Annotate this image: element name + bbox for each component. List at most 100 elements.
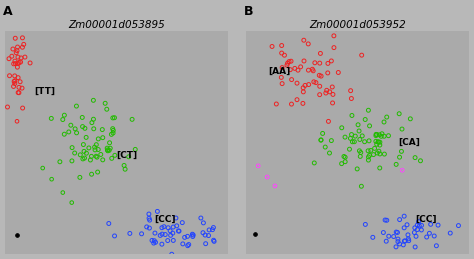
- Point: [321, 145, 329, 149]
- Point: [21, 55, 29, 59]
- Point: [107, 146, 114, 150]
- Point: [143, 225, 150, 229]
- Point: [158, 232, 166, 236]
- Point: [18, 36, 26, 40]
- Point: [103, 107, 110, 111]
- Point: [319, 131, 327, 135]
- Point: [300, 59, 308, 63]
- Point: [79, 125, 86, 129]
- Point: [179, 242, 187, 246]
- Point: [111, 234, 118, 238]
- Point: [108, 156, 116, 160]
- Point: [189, 232, 196, 236]
- Point: [401, 226, 408, 230]
- Point: [418, 223, 425, 227]
- Point: [252, 232, 259, 236]
- Point: [316, 73, 323, 77]
- Point: [173, 224, 181, 228]
- Point: [361, 117, 369, 121]
- Point: [8, 54, 16, 58]
- Point: [346, 136, 354, 140]
- Point: [403, 223, 411, 227]
- Point: [18, 45, 26, 49]
- Point: [400, 243, 407, 247]
- Point: [392, 230, 400, 234]
- Point: [405, 239, 412, 243]
- Point: [317, 74, 325, 78]
- Point: [341, 160, 349, 164]
- Point: [278, 66, 286, 70]
- Point: [39, 166, 46, 170]
- Point: [109, 127, 117, 131]
- Point: [11, 74, 18, 78]
- Point: [278, 51, 285, 55]
- Point: [416, 224, 423, 228]
- Point: [376, 140, 383, 144]
- Point: [374, 151, 381, 155]
- Point: [162, 233, 169, 237]
- Point: [362, 222, 369, 226]
- Point: [401, 239, 408, 243]
- Point: [354, 123, 362, 127]
- Point: [366, 124, 374, 128]
- Point: [329, 92, 337, 97]
- Point: [90, 127, 98, 131]
- Point: [390, 234, 397, 239]
- Point: [322, 91, 329, 95]
- Point: [92, 143, 100, 147]
- Point: [9, 47, 17, 51]
- Point: [146, 226, 153, 230]
- Point: [202, 242, 210, 246]
- Point: [377, 134, 385, 138]
- Point: [79, 115, 86, 119]
- Point: [338, 126, 346, 130]
- Point: [288, 102, 295, 106]
- Text: [CA]: [CA]: [398, 138, 419, 147]
- Point: [401, 239, 409, 243]
- Point: [268, 44, 276, 48]
- Point: [13, 49, 21, 53]
- Point: [297, 65, 304, 69]
- Point: [330, 34, 337, 38]
- Point: [284, 61, 292, 65]
- Point: [348, 113, 356, 118]
- Point: [209, 228, 216, 232]
- Point: [14, 45, 21, 49]
- Point: [26, 61, 34, 65]
- Point: [170, 238, 177, 242]
- Point: [88, 121, 96, 125]
- Point: [125, 155, 133, 159]
- Point: [394, 237, 402, 241]
- Point: [324, 71, 331, 75]
- Point: [61, 113, 68, 117]
- Point: [316, 93, 323, 97]
- Point: [94, 147, 102, 152]
- Point: [59, 190, 66, 195]
- Point: [76, 175, 83, 179]
- Point: [365, 158, 372, 162]
- Point: [14, 65, 21, 69]
- Point: [109, 128, 117, 133]
- Point: [351, 140, 358, 144]
- Point: [385, 134, 392, 138]
- Point: [185, 242, 192, 247]
- Point: [72, 127, 79, 131]
- Point: [367, 148, 374, 153]
- Point: [447, 231, 454, 235]
- Point: [329, 101, 337, 105]
- Point: [67, 123, 74, 127]
- Point: [16, 80, 24, 84]
- Point: [168, 252, 175, 256]
- Point: [338, 162, 346, 166]
- Point: [81, 126, 89, 130]
- Point: [365, 108, 372, 112]
- Point: [358, 134, 366, 138]
- Point: [376, 166, 383, 170]
- Point: [73, 131, 81, 135]
- Point: [301, 83, 309, 88]
- Point: [152, 240, 159, 244]
- Point: [197, 216, 205, 220]
- Point: [10, 80, 18, 84]
- Point: [372, 132, 380, 136]
- Point: [12, 62, 19, 66]
